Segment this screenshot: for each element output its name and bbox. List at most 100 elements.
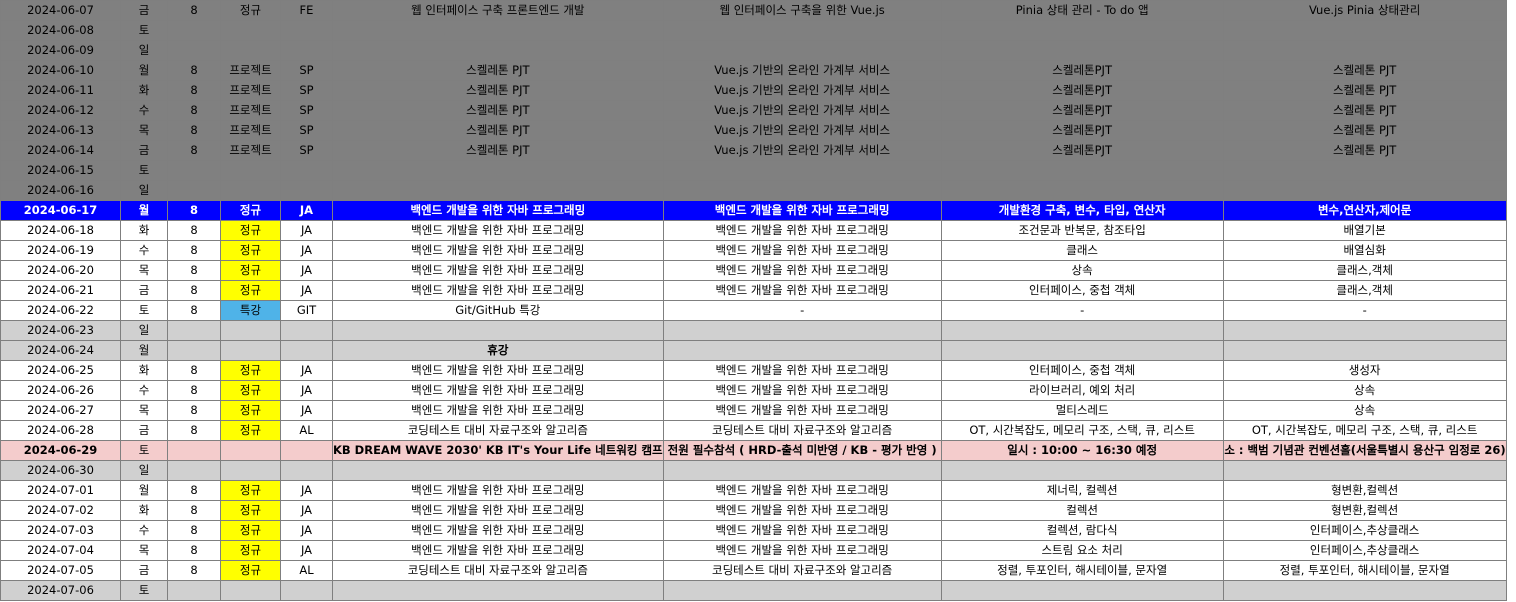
course-code-cell[interactable]: SP [280,80,333,101]
weekday-cell[interactable]: 일 [120,180,168,201]
course-code-cell[interactable]: JA [280,280,333,301]
date-cell[interactable]: 2024-06-09 [0,40,121,61]
unit-name-cell[interactable]: Vue.js 기반의 온라인 가계부 서비스 [662,140,942,161]
date-cell[interactable]: 2024-06-25 [0,360,121,381]
hours-cell[interactable]: 8 [167,520,221,541]
subtopic-cell[interactable]: 생성자 [1222,360,1507,381]
hours-cell[interactable]: 8 [167,420,221,441]
hours-cell[interactable] [167,440,221,461]
unit-name-cell[interactable]: 백엔드 개발을 위한 자바 프로그래밍 [662,520,942,541]
hours-cell[interactable]: 8 [167,0,221,21]
topic-cell[interactable]: 라이브러리, 예외 처리 [940,380,1224,401]
course-name-cell[interactable] [332,320,664,341]
hours-cell[interactable]: 8 [167,500,221,521]
unit-name-cell[interactable]: 백엔드 개발을 위한 자바 프로그래밍 [662,280,942,301]
date-cell[interactable]: 2024-06-14 [0,140,121,161]
class-type-cell[interactable]: 프로젝트 [220,120,281,141]
topic-cell[interactable]: - [940,300,1224,321]
course-code-cell[interactable]: AL [280,560,333,581]
unit-name-cell[interactable]: 백엔드 개발을 위한 자바 프로그래밍 [662,240,942,261]
hours-cell[interactable]: 8 [167,360,221,381]
subtopic-cell[interactable]: 클래스,객체 [1222,280,1507,301]
date-cell[interactable]: 2024-07-02 [0,500,121,521]
topic-cell[interactable]: 클래스 [940,240,1224,261]
class-type-cell[interactable] [220,40,281,61]
date-cell[interactable]: 2024-06-18 [0,220,121,241]
topic-cell[interactable]: Pinia 상태 관리 - To do 앱 [940,0,1224,21]
course-code-cell[interactable]: JA [280,520,333,541]
class-type-cell[interactable] [220,160,281,181]
hours-cell[interactable]: 8 [167,220,221,241]
class-type-cell[interactable]: 정규 [220,480,281,501]
hours-cell[interactable]: 8 [167,560,221,581]
hours-cell[interactable] [167,40,221,61]
course-name-cell[interactable]: 웹 인터페이스 구축 프론트엔드 개발 [332,0,664,21]
topic-cell[interactable] [940,320,1224,341]
course-name-cell[interactable] [332,20,664,41]
subtopic-cell[interactable]: 스켈레톤 PJT [1222,60,1507,81]
date-cell[interactable]: 2024-06-23 [0,320,121,341]
subtopic-cell[interactable]: 스켈레톤 PJT [1222,100,1507,121]
class-type-cell[interactable]: 프로젝트 [220,80,281,101]
weekday-cell[interactable]: 월 [120,200,168,221]
unit-name-cell[interactable]: 백엔드 개발을 위한 자바 프로그래밍 [662,400,942,421]
subtopic-cell[interactable]: 형변환,컬렉션 [1222,500,1507,521]
hours-cell[interactable] [167,180,221,201]
class-type-cell[interactable]: 특강 [220,300,281,321]
course-name-cell[interactable]: 스켈레톤 PJT [332,140,664,161]
course-code-cell[interactable]: SP [280,60,333,81]
hours-cell[interactable] [167,340,221,361]
topic-cell[interactable]: 스켈레톤PJT [940,80,1224,101]
subtopic-cell[interactable]: 배열기본 [1222,220,1507,241]
course-name-cell[interactable]: 백엔드 개발을 위한 자바 프로그래밍 [332,260,664,281]
date-cell[interactable]: 2024-06-28 [0,420,121,441]
hours-cell[interactable]: 8 [167,380,221,401]
course-name-cell[interactable] [332,460,664,481]
date-cell[interactable]: 2024-06-20 [0,260,121,281]
class-type-cell[interactable]: 정규 [220,240,281,261]
class-type-cell[interactable]: 프로젝트 [220,100,281,121]
topic-cell[interactable]: 개발환경 구축, 변수, 타입, 연산자 [940,200,1224,221]
course-code-cell[interactable]: SP [280,100,333,121]
topic-cell[interactable]: 스켈레톤PJT [940,60,1224,81]
weekday-cell[interactable]: 금 [120,0,168,21]
date-cell[interactable]: 2024-06-16 [0,180,121,201]
topic-cell[interactable] [940,180,1224,201]
course-code-cell[interactable]: JA [280,220,333,241]
unit-name-cell[interactable]: 백엔드 개발을 위한 자바 프로그래밍 [662,220,942,241]
course-code-cell[interactable]: SP [280,140,333,161]
weekday-cell[interactable]: 월 [120,480,168,501]
date-cell[interactable]: 2024-06-11 [0,80,121,101]
subtopic-cell[interactable] [1222,40,1507,61]
subtopic-cell[interactable]: OT, 시간복잡도, 메모리 구조, 스택, 큐, 리스트 [1222,420,1507,441]
weekday-cell[interactable]: 금 [120,560,168,581]
unit-name-cell[interactable] [662,180,942,201]
course-name-cell[interactable]: 코딩테스트 대비 자료구조와 알고리즘 [332,420,664,441]
topic-cell[interactable]: 조건문과 반복문, 참조타입 [940,220,1224,241]
class-type-cell[interactable]: 정규 [220,220,281,241]
hours-cell[interactable] [167,160,221,181]
class-type-cell[interactable] [220,180,281,201]
course-code-cell[interactable]: FE [280,0,333,21]
date-cell[interactable]: 2024-06-19 [0,240,121,261]
date-cell[interactable]: 2024-06-13 [0,120,121,141]
unit-name-cell[interactable]: 전원 필수참석 ( HRD-출석 미반영 / KB - 평가 반영 ) [662,440,942,461]
date-cell[interactable]: 2024-07-04 [0,540,121,561]
subtopic-cell[interactable]: 상속 [1222,400,1507,421]
topic-cell[interactable]: 제너릭, 컬렉션 [940,480,1224,501]
weekday-cell[interactable]: 수 [120,100,168,121]
subtopic-cell[interactable]: 인터페이스,추상클래스 [1222,520,1507,541]
course-code-cell[interactable]: JA [280,480,333,501]
course-name-cell[interactable]: 백엔드 개발을 위한 자바 프로그래밍 [332,480,664,501]
topic-cell[interactable]: 멀티스레드 [940,400,1224,421]
subtopic-cell[interactable] [1222,460,1507,481]
course-name-cell[interactable]: 백엔드 개발을 위한 자바 프로그래밍 [332,500,664,521]
date-cell[interactable]: 2024-06-12 [0,100,121,121]
course-code-cell[interactable]: GIT [280,300,333,321]
weekday-cell[interactable]: 화 [120,80,168,101]
hours-cell[interactable] [167,20,221,41]
course-code-cell[interactable]: AL [280,420,333,441]
topic-cell[interactable] [940,340,1224,361]
weekday-cell[interactable]: 일 [120,40,168,61]
class-type-cell[interactable]: 정규 [220,520,281,541]
